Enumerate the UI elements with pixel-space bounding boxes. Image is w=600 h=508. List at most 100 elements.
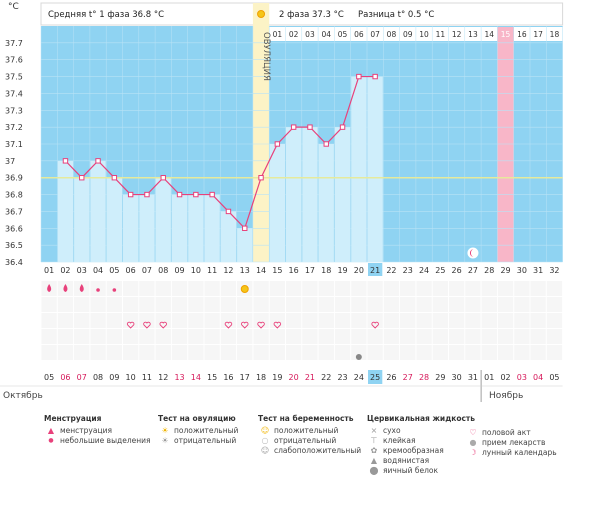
temperature-bar [155,177,171,262]
cycle-day-label: 30 [517,266,527,275]
phase2-day-number: 03 [305,30,315,39]
calendar-date-label: 02 [500,373,510,382]
legend-menstruation-light: небольшие выделения [60,436,151,445]
calendar-date-label: 15 [207,373,217,382]
temperature-bar [57,160,74,262]
phase2-day-number: 13 [468,30,478,39]
moon-icon: ☽ [469,448,477,457]
legend-ovulation-positive: положительный [174,426,239,435]
y-tick-label: 37.1 [5,140,23,149]
phase2-day-number: 10 [419,30,429,39]
calendar-date-label: 10 [126,373,136,382]
heart-icon [159,321,167,329]
phase2-day-number: 16 [517,30,527,39]
symbol-cell [123,297,139,312]
symbol-cell [367,345,383,360]
water-drop-icon: ▲ [370,456,378,465]
heart-icon [371,321,379,329]
symbol-cell [286,297,302,312]
symbol-cell [449,313,465,328]
symbol-cell [171,297,188,312]
calendar-date-label: 03 [517,373,527,382]
y-tick-label: 36.4 [5,258,23,267]
temperature-bar [220,211,237,262]
y-tick-label: 36.6 [5,224,23,233]
symbol-cell [530,329,546,344]
symbol-cell [155,297,171,312]
symbol-cell [367,281,383,296]
symbol-cell [155,313,171,328]
current-day-marker [368,263,383,276]
symbol-cell [123,281,139,296]
legend-cervical-sticky: клейкая [383,436,416,445]
cycle-day-label: 32 [549,266,559,275]
pill-icon: ● [469,438,477,447]
symbol-cell [514,345,530,360]
cycle-day-label: 16 [289,266,299,275]
symbol-cell [367,297,383,312]
calendar-date-label: 30 [452,373,462,382]
temperature-point [111,175,118,181]
symbol-cell [139,281,155,296]
temperature-bar [171,194,188,262]
symbol-cell [546,297,563,312]
symbol-cell [253,345,269,360]
symbol-cell [497,297,514,312]
bbt-chart: 36.4 36.5 36.6 36.7 36.8 36.9 37 37.1 37.2 37.3 37… [0,2,564,402]
temperature-point [274,141,281,147]
cycle-day-label: 06 [126,266,136,275]
pill-icon [355,354,362,360]
symbol-cell [41,345,57,360]
symbol-cell [497,313,514,328]
symbol-cell [465,345,481,360]
calendar-date-label: 19 [272,373,282,382]
symbol-cell [302,345,318,360]
y-tick-label: 37 [5,157,15,166]
temperature-bar [90,160,106,262]
cycle-day-label: 02 [60,266,70,275]
temperature-point [307,124,313,130]
symbol-cell [204,345,220,360]
temperature-point [372,73,378,80]
calendar-date-label: 29 [435,373,445,382]
symbol-cell [546,313,563,328]
temperature-point [144,191,150,198]
temperature-point [176,191,183,198]
legend-menstruation: Менструация ▲ менструация ● небольшие выде… [44,414,151,446]
legend-cervical-creamy: кремообразная [383,446,444,455]
symbol-cell [171,329,188,344]
y-tick-label: 36.8 [5,191,23,200]
temperature-bar [237,228,253,262]
symbol-cell [481,345,497,360]
symbol-cell [497,329,514,344]
symbol-cell [286,345,302,360]
symbol-cell [90,345,106,360]
cycle-day-label: 19 [337,266,347,275]
symbol-cell [514,329,530,344]
symbol-cell [139,329,155,344]
symbol-cell [253,329,269,344]
legend-pregnancy-positive: положительный [274,426,339,435]
temperature-bar [188,194,204,262]
calendar-date-label: 16 [223,373,233,382]
heart-icon [143,321,151,329]
y-tick-label: 37.3 [5,106,23,115]
current-date-marker [368,370,383,384]
temperature-point [356,73,362,80]
temperature-bar [367,76,383,262]
temperature-point [290,124,297,130]
symbol-cell [57,329,74,344]
phase2-day-number: 02 [289,30,299,39]
cycle-day-label: 13 [240,266,250,275]
symbol-cell [334,313,351,328]
blood-drop-heavy-icon: ▲ [47,426,55,435]
symbol-cell [546,281,563,296]
symbol-cell [41,313,57,328]
symbol-cell [383,281,400,296]
symbol-cell [530,345,546,360]
sun-positive-icon: ☀ [161,426,169,435]
temperature-point [160,175,166,181]
temperature-bar [334,127,351,263]
ovulation-test-positive-icon [240,285,249,293]
temperature-bar [351,76,367,262]
